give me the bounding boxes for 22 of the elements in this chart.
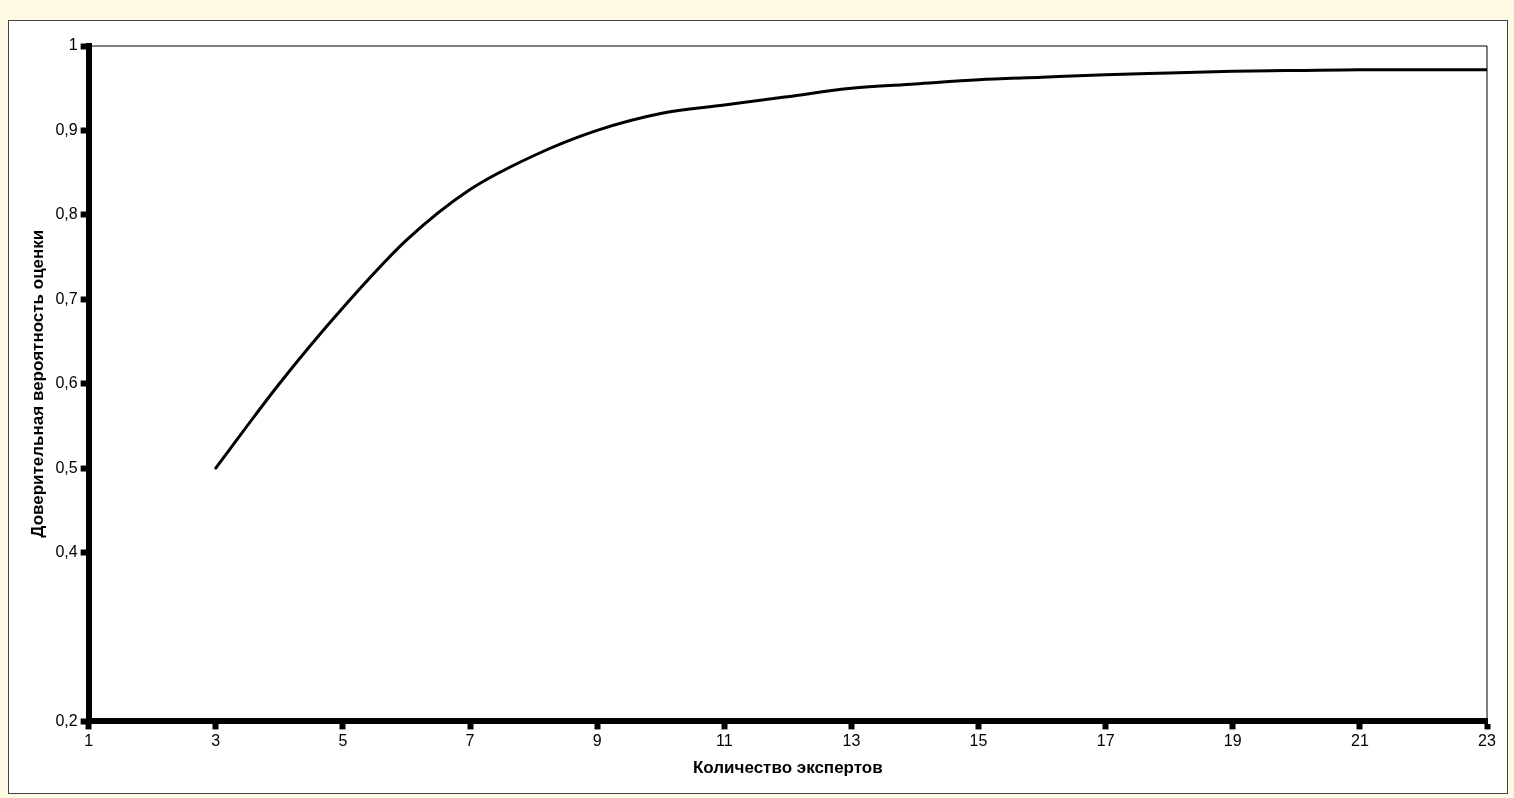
y-axis-title: Доверительная вероятность оценки [27,229,47,538]
y-tick-label: 1 [68,36,78,54]
y-tick-label: 0,9 [55,120,78,138]
x-tick-label: 5 [338,732,348,750]
x-tick-label: 13 [842,732,861,750]
y-tick-label: 0,5 [55,458,78,476]
x-tick-label: 15 [969,732,988,750]
x-tick-label: 17 [1096,732,1115,750]
y-tick-label: 0,7 [55,289,78,307]
x-tick-label: 7 [465,732,475,750]
y-tick-label: 0,4 [55,542,78,560]
x-tick-label: 1 [84,732,94,750]
x-tick-label: 21 [1350,732,1369,750]
y-tick-label: 0,6 [55,374,78,392]
y-tick-label: 0,8 [55,205,78,223]
x-axis-title: Количество экспертов [692,758,883,778]
x-tick-label: 3 [211,732,221,750]
x-tick-label: 9 [592,732,602,750]
y-tick-label: 0,2 [55,711,78,729]
x-tick-label: 23 [1478,732,1496,750]
x-tick-label: 19 [1223,732,1242,750]
x-tick-label: 11 [715,732,733,750]
